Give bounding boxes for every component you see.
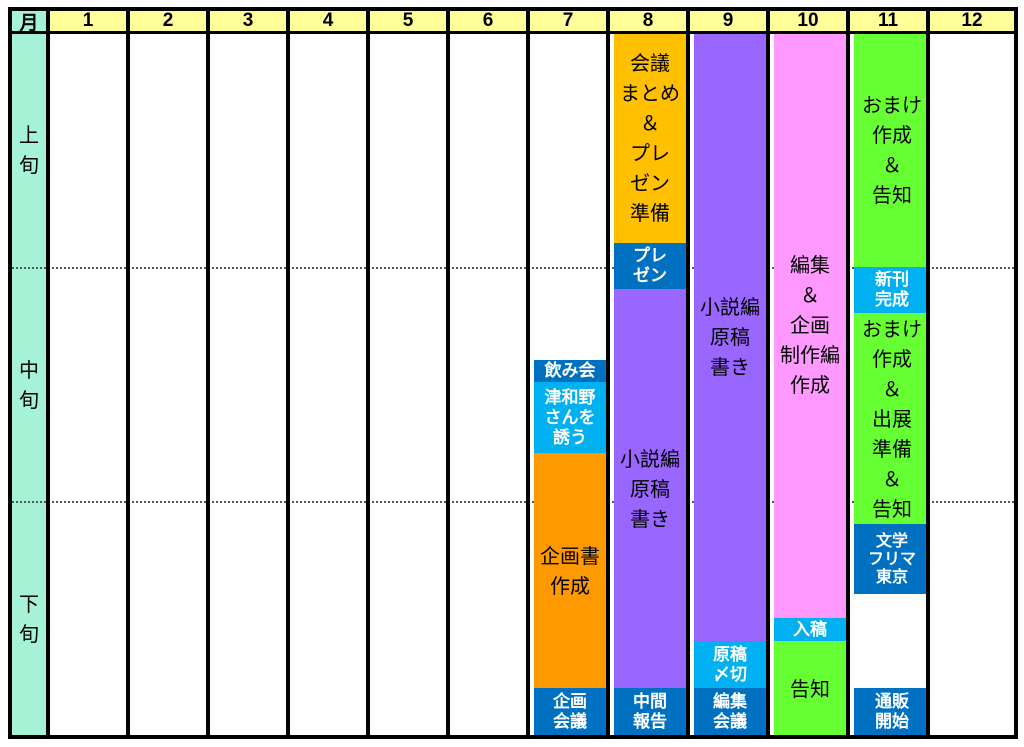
task-editing-meeting: 編集 会議 xyxy=(694,688,766,736)
month-header-3: 3 xyxy=(210,10,286,32)
grid-bottom-border xyxy=(8,735,1018,739)
divider-early-middle xyxy=(12,267,1014,269)
task-submission: 入稿 xyxy=(774,618,846,641)
month-header-11: 11 xyxy=(850,10,926,32)
month-corner-header: 月 xyxy=(12,10,46,34)
task-bonus-exhibit-prep-label: おまけ 作成 ＆ 出展 準備 ＆ 告知 xyxy=(862,316,922,521)
task-announcement-oct-label: 告知 xyxy=(790,676,830,701)
grid-header-border xyxy=(8,31,1018,34)
task-tsuwano-invite-label: 津和野 さんを 誘う xyxy=(544,387,596,448)
task-novel-draft-sep-label: 小説編 原稿 書き xyxy=(700,294,760,379)
period-label-early: 上 旬 xyxy=(19,123,39,177)
grid-vline-3 xyxy=(206,8,210,739)
task-nomikai: 飲み会 xyxy=(534,360,606,382)
grid-top-border xyxy=(8,7,1018,11)
divider-middle-late xyxy=(12,501,1014,503)
grid-vline-2 xyxy=(126,8,130,739)
month-header-4: 4 xyxy=(290,10,366,32)
task-bonus-announce-label: おまけ 作成 ＆ 告知 xyxy=(862,92,922,207)
task-meeting-summary: 会議 まとめ ＆ プレ ゼン 準備 xyxy=(614,32,686,243)
grid-vline-1 xyxy=(46,8,50,739)
task-editing-planning: 編集 ＆ 企画 制作編 作成 xyxy=(774,32,846,618)
task-editing-meeting-label: 編集 会議 xyxy=(713,692,747,732)
task-presentation-label: プレ ゼン xyxy=(633,246,667,286)
task-nomikai-label: 飲み会 xyxy=(544,361,596,381)
grid-vline-5 xyxy=(366,8,370,739)
task-kikakusho-label: 企画書 作成 xyxy=(540,543,600,598)
task-submission-label: 入稿 xyxy=(793,619,827,640)
task-kikaku-kaigi: 企画 会議 xyxy=(534,688,606,736)
task-interim-report-label: 中間 報告 xyxy=(633,692,667,732)
task-new-book-complete-label: 新刊 完成 xyxy=(875,270,909,310)
task-novel-draft-aug: 小説編 原稿 書き xyxy=(614,289,686,688)
task-bunfuri-tokyo-label: 文学 フリマ 東京 xyxy=(867,531,916,586)
task-editing-planning-label: 編集 ＆ 企画 制作編 作成 xyxy=(780,253,840,397)
task-manuscript-deadline-label: 原稿 〆切 xyxy=(713,644,747,685)
grid-vline-4 xyxy=(286,8,290,739)
grid-vline-10 xyxy=(766,8,770,739)
task-tsuwano-invite: 津和野 さんを 誘う xyxy=(534,382,606,453)
task-announcement-oct: 告知 xyxy=(774,641,846,736)
month-header-6: 6 xyxy=(450,10,526,32)
task-manuscript-deadline: 原稿 〆切 xyxy=(694,641,766,688)
grid-vline-6 xyxy=(446,8,450,739)
period-cell-late: 下 旬 xyxy=(12,502,46,736)
month-header-7: 7 xyxy=(530,10,606,32)
task-interim-report: 中間 報告 xyxy=(614,688,686,736)
grid-vline-7 xyxy=(526,8,530,739)
task-mail-order-start-label: 通販 開始 xyxy=(875,692,909,732)
task-novel-draft-sep: 小説編 原稿 書き xyxy=(694,32,766,641)
task-bunfuri-tokyo: 文学 フリマ 東京 xyxy=(854,524,930,594)
grid-vline-9 xyxy=(686,8,690,739)
month-header-12: 12 xyxy=(930,10,1014,32)
grid-vline-8 xyxy=(606,8,610,739)
grid-vline-11 xyxy=(846,8,850,739)
month-header-10: 10 xyxy=(770,10,846,32)
month-header-2: 2 xyxy=(130,10,206,32)
task-meeting-summary-label: 会議 まとめ ＆ プレ ゼン 準備 xyxy=(620,50,680,225)
grid-vline-12 xyxy=(926,8,930,739)
task-mail-order-start: 通販 開始 xyxy=(854,688,930,736)
task-novel-draft-aug-label: 小説編 原稿 書き xyxy=(620,446,680,531)
task-presentation: プレ ゼン xyxy=(614,243,686,289)
task-kikaku-kaigi-label: 企画 会議 xyxy=(553,692,587,732)
period-label-late: 下 旬 xyxy=(19,592,39,646)
grid-vline-0 xyxy=(8,8,12,739)
grid-vline-13 xyxy=(1014,8,1018,739)
month-header-5: 5 xyxy=(370,10,446,32)
task-bonus-announce: おまけ 作成 ＆ 告知 xyxy=(854,32,930,267)
task-kikakusho: 企画書 作成 xyxy=(534,453,606,688)
period-cell-middle: 中 旬 xyxy=(12,268,46,502)
period-cell-early: 上 旬 xyxy=(12,32,46,268)
period-label-middle: 中 旬 xyxy=(19,358,39,412)
task-bonus-exhibit-prep: おまけ 作成 ＆ 出展 準備 ＆ 告知 xyxy=(854,313,930,524)
task-new-book-complete: 新刊 完成 xyxy=(854,267,930,313)
month-header-9: 9 xyxy=(690,10,766,32)
month-header-8: 8 xyxy=(610,10,686,32)
month-header-1: 1 xyxy=(50,10,126,32)
